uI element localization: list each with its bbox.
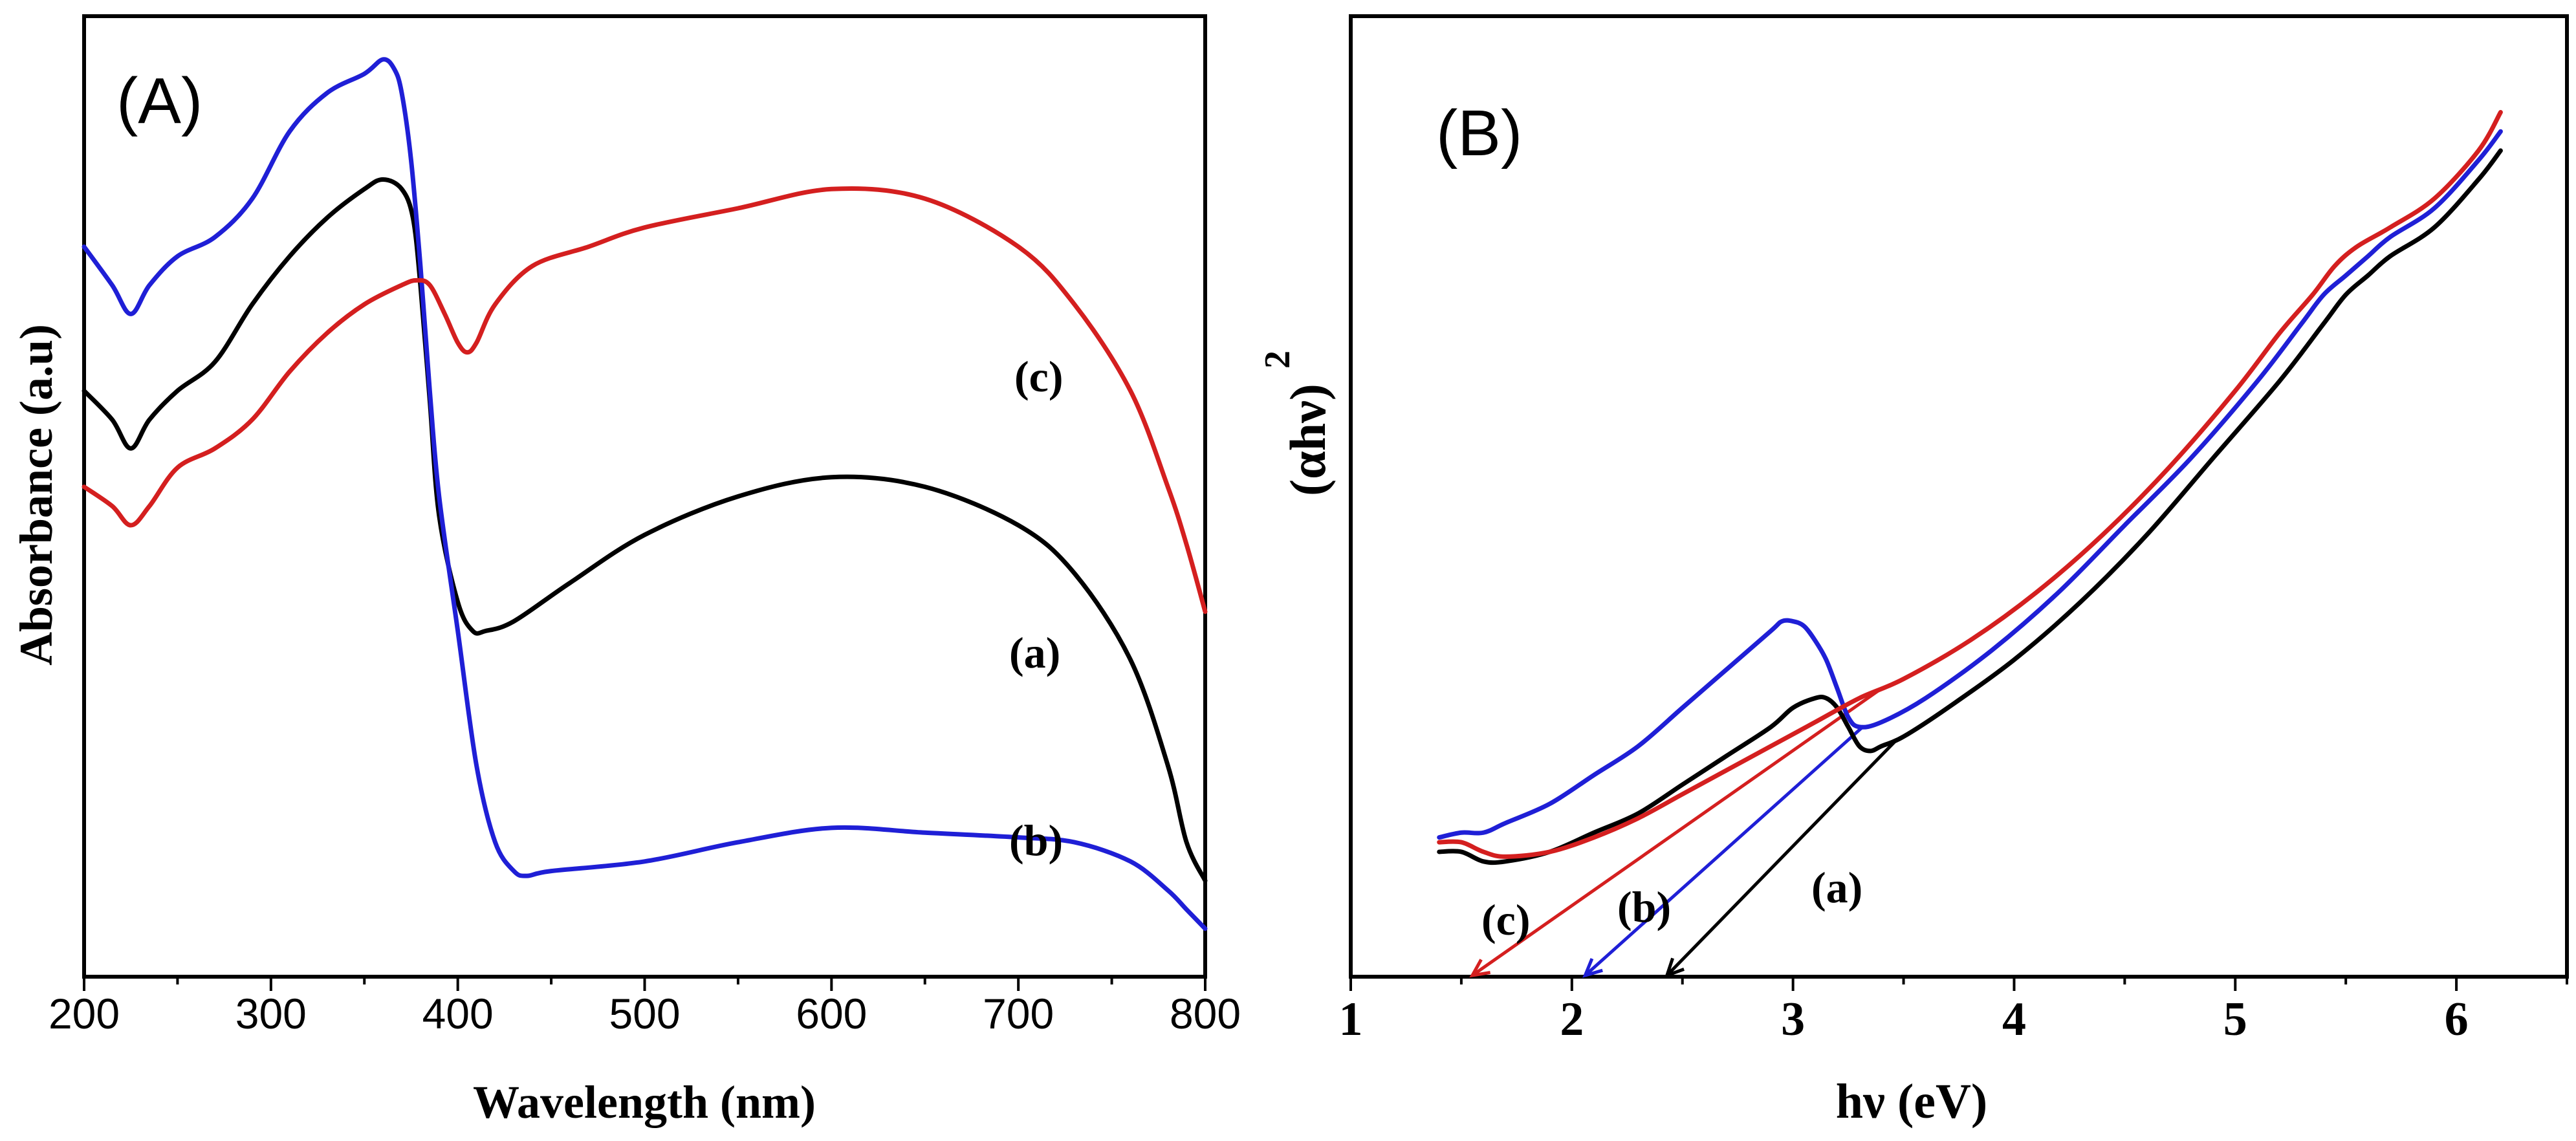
- panel-a-label: (A): [116, 65, 202, 137]
- series-line: [1437, 110, 2503, 859]
- panel-b-tangents: [1469, 687, 1899, 979]
- panel-b-label-c: (c): [1481, 895, 1530, 944]
- tangent-arrowhead: [1664, 957, 1685, 979]
- tangent-arrowhead: [1469, 959, 1491, 978]
- x-tick-label: 500: [609, 990, 680, 1038]
- tangent-arrowhead: [1582, 958, 1603, 978]
- x-tick-label: 5: [2223, 993, 2247, 1046]
- tangent-line: [1471, 687, 1883, 977]
- x-tick-label: 700: [983, 990, 1054, 1038]
- x-tick-label: 800: [1170, 990, 1241, 1038]
- series-line: [82, 57, 1208, 931]
- panel-a-ylabel: Absorbance (a.u): [10, 324, 62, 666]
- tangent-line: [1666, 738, 1899, 977]
- x-tick-label: 200: [49, 990, 120, 1038]
- panel-b-series: [1437, 110, 2503, 865]
- panel-a-ticks: 200 300 400 500 600 700 800: [49, 977, 1241, 1038]
- series-line: [1437, 129, 2503, 840]
- series-line: [82, 186, 1208, 614]
- panel-a-label-c: (c): [1014, 352, 1063, 401]
- panel-b: 1 2 3 4 5 6 (B) hν (eV) (αhν) 2 (a) (b) (c): [1258, 14, 2569, 1129]
- panel-a-series: [82, 57, 1208, 931]
- x-tick-label: 6: [2445, 993, 2469, 1046]
- x-tick-label: 300: [235, 990, 307, 1038]
- panel-a: 200 300 400 500 600 700 800 (A) Wavelength (nm…: [10, 14, 1241, 1128]
- panel-b-ylabel: (αhν): [1280, 384, 1336, 496]
- panel-b-frame: [1349, 14, 2569, 979]
- tangent-line: [1584, 724, 1865, 977]
- x-tick-label: 1: [1339, 993, 1363, 1046]
- panel-b-label-b: (b): [1617, 882, 1671, 931]
- panel-b-ylabel-superscript: 2: [1258, 351, 1298, 369]
- panel-a-xlabel: Wavelength (nm): [473, 1076, 816, 1128]
- x-tick-label: 2: [1560, 993, 1584, 1046]
- panel-b-ticks: 1 2 3 4 5 6: [1339, 977, 2568, 1046]
- x-tick-label: 400: [422, 990, 494, 1038]
- panel-a-label-a: (a): [1009, 628, 1060, 677]
- panel-b-label-a: (a): [1811, 863, 1862, 912]
- panel-b-label: (B): [1436, 97, 1522, 169]
- x-tick-label: 600: [796, 990, 867, 1038]
- series-line: [82, 177, 1208, 883]
- series-line: [1437, 148, 2503, 865]
- x-tick-label: 3: [1781, 993, 1805, 1046]
- x-tick-label: 4: [2002, 993, 2026, 1046]
- panel-a-label-b: (b): [1009, 816, 1063, 865]
- panel-b-xlabel: hν (eV): [1836, 1074, 1987, 1129]
